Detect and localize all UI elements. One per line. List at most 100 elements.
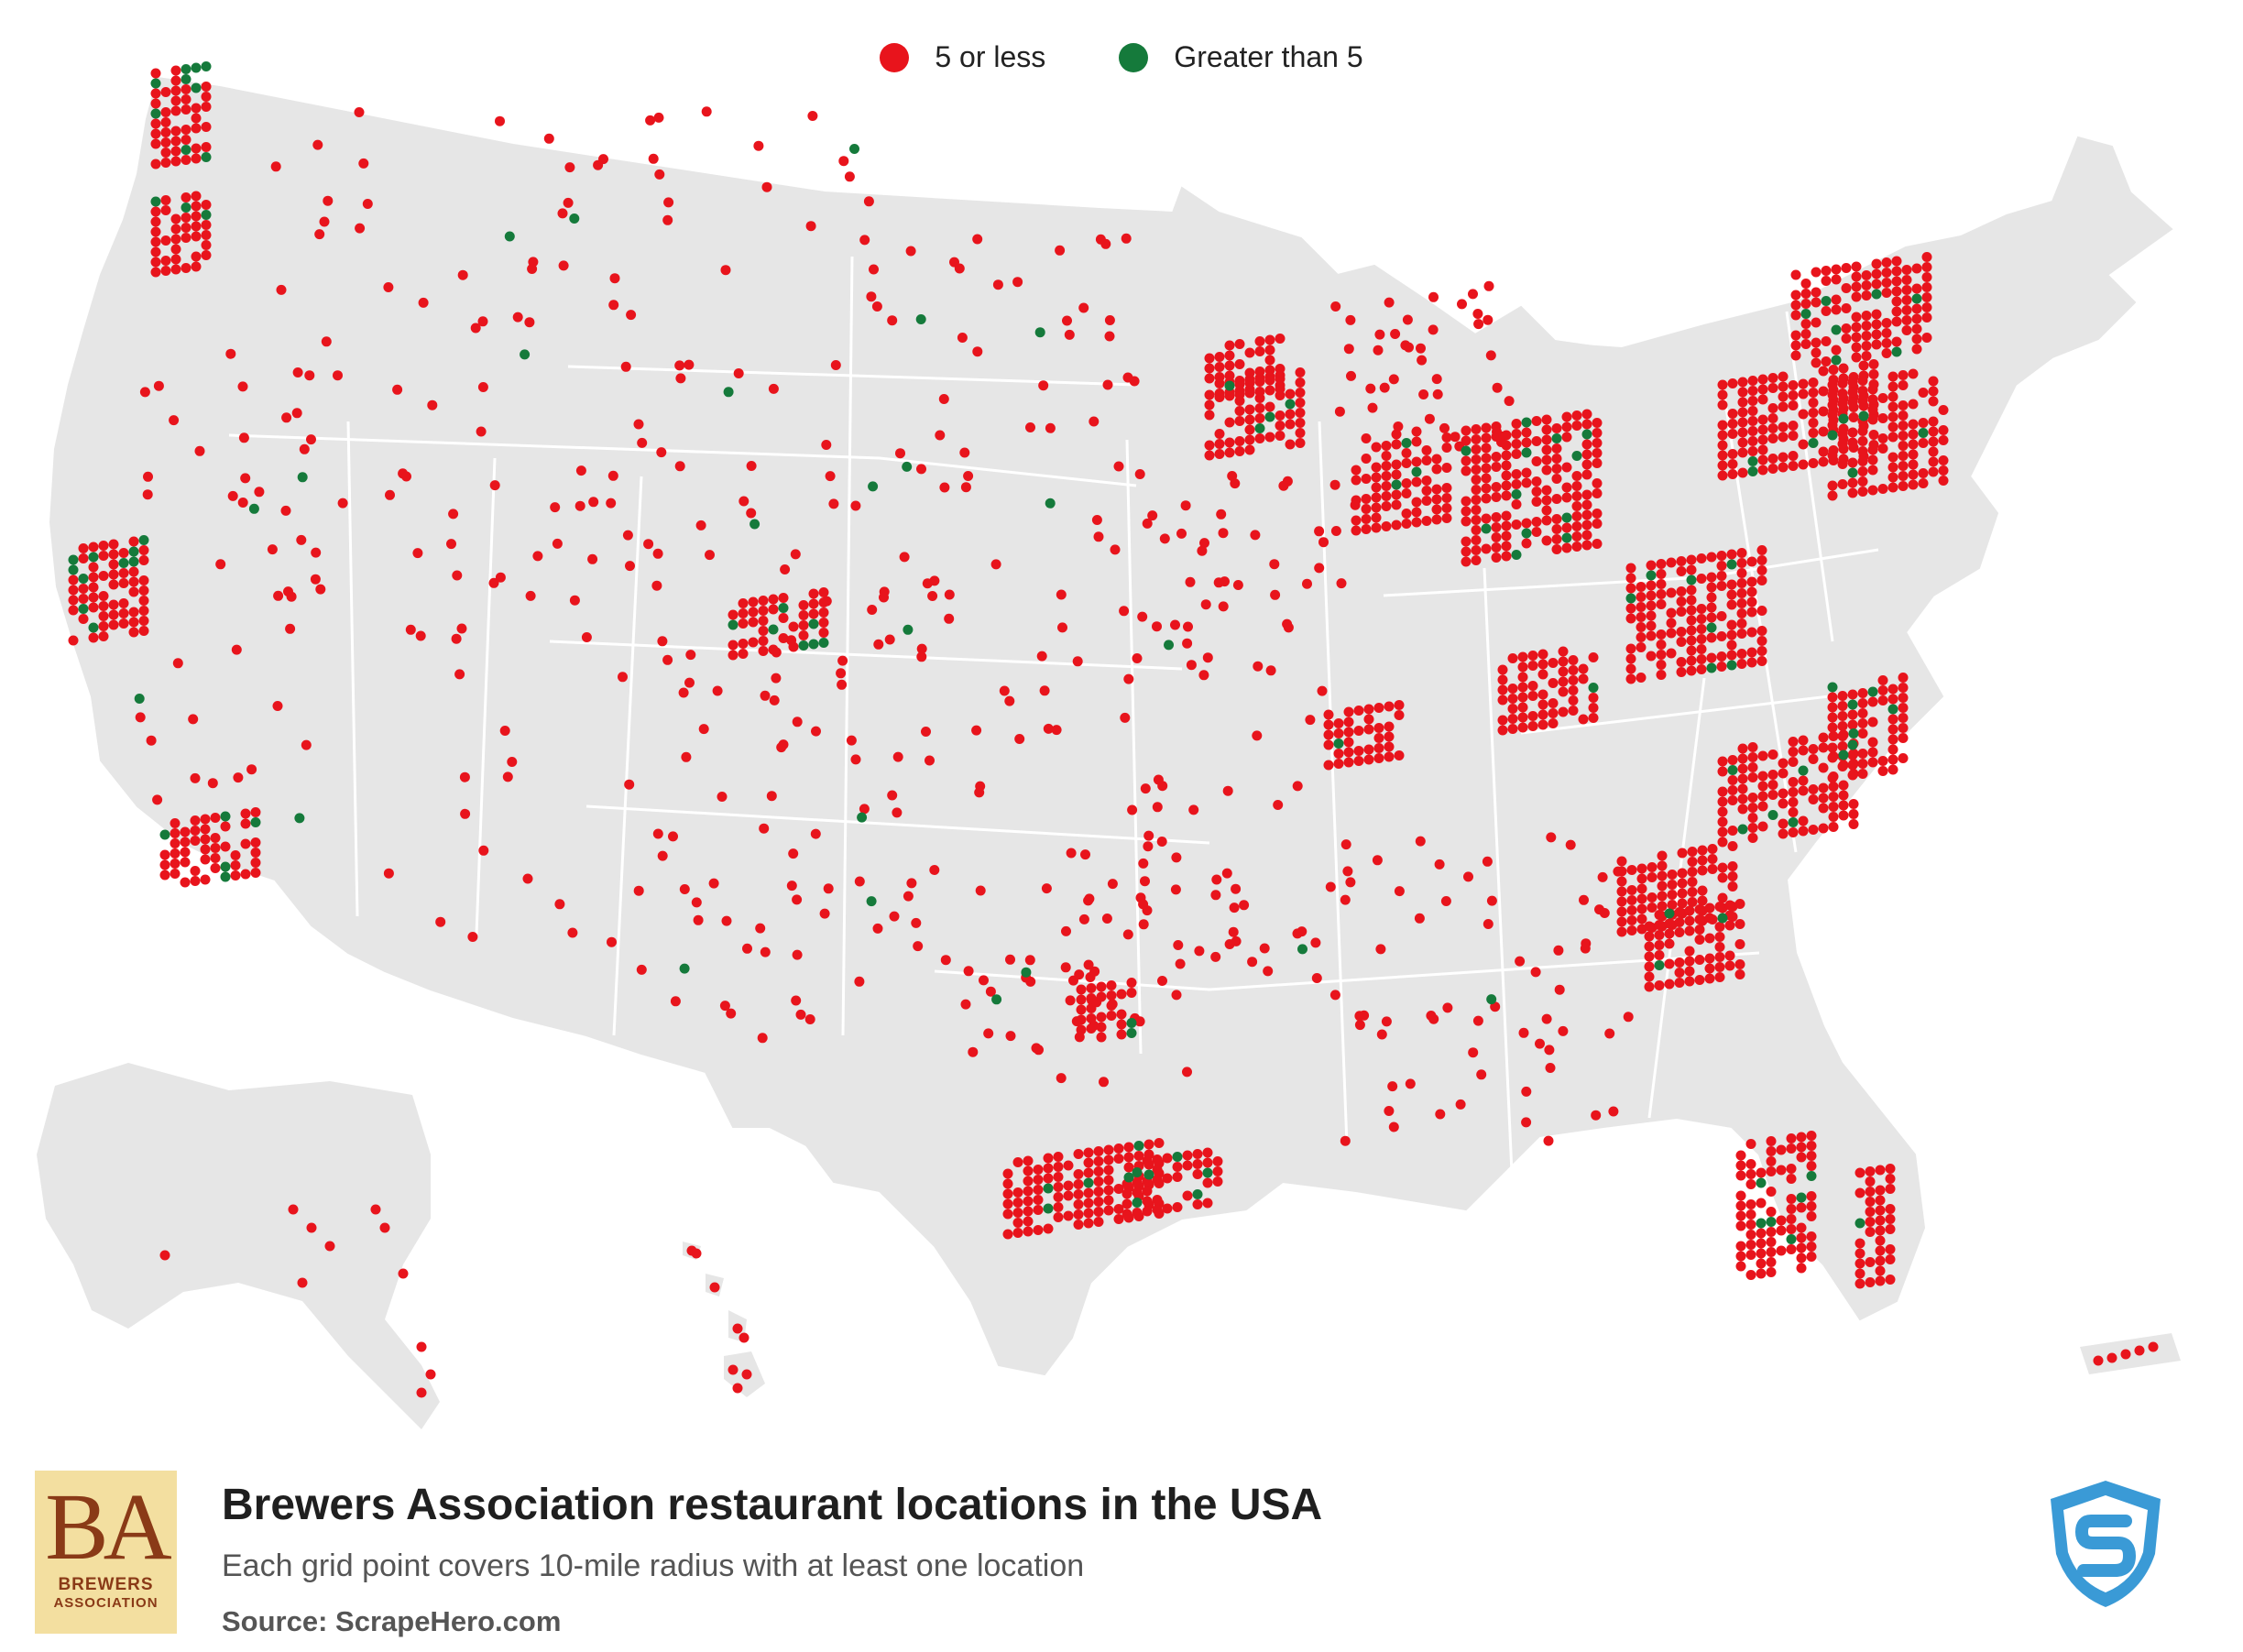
location-dot-low: [663, 197, 674, 208]
location-dot-low: [1171, 990, 1182, 1001]
location-dot-low: [1666, 628, 1677, 639]
location-dot-low: [1865, 1257, 1876, 1267]
location-dot-low: [1837, 399, 1848, 409]
location-dot-low: [1093, 1217, 1104, 1227]
location-dot-low: [846, 735, 857, 746]
location-dot-low: [1091, 515, 1102, 525]
location-dot-low: [1461, 516, 1472, 527]
location-dot-low: [1694, 924, 1705, 935]
location-dot-low: [887, 315, 898, 326]
location-dot-low: [1848, 809, 1859, 819]
location-dot-high: [1891, 346, 1902, 357]
location-dot-high: [201, 210, 212, 220]
location-dot-high: [1521, 447, 1532, 458]
location-dot-low: [972, 346, 983, 357]
location-dot-low: [607, 470, 618, 481]
location-dot-low: [1767, 790, 1778, 800]
location-dot-low: [1841, 334, 1852, 344]
location-dot-low: [741, 1369, 752, 1380]
location-dot-low: [1707, 864, 1718, 874]
location-dot-low: [1766, 1146, 1777, 1156]
location-dot-low: [1747, 752, 1758, 762]
location-dot-low: [1106, 980, 1117, 990]
location-dot-low: [1855, 1187, 1866, 1198]
location-dot-low: [1847, 387, 1858, 398]
location-dot-low: [1394, 700, 1405, 710]
location-dot-low: [1275, 421, 1286, 431]
location-dot-low: [1061, 925, 1071, 936]
location-dot-low: [1507, 714, 1518, 724]
location-dot-low: [2134, 1345, 2145, 1356]
location-dot-low: [1847, 427, 1858, 438]
location-dot-low: [1704, 973, 1715, 984]
location-dot-low: [1686, 665, 1697, 676]
location-dot-low: [1674, 927, 1685, 937]
location-dot-high: [1481, 523, 1492, 534]
location-dot-low: [624, 779, 635, 790]
location-dot-low: [1875, 1185, 1886, 1196]
location-dot-low: [1877, 685, 1888, 695]
location-dot-low: [108, 559, 119, 570]
location-dot-low: [1727, 429, 1738, 439]
location-dot-low: [98, 551, 109, 561]
location-dot-low: [1847, 477, 1858, 488]
location-dot-low: [1192, 1149, 1203, 1159]
location-dot-low: [1747, 833, 1758, 843]
location-dot-low: [1137, 611, 1148, 622]
location-dot-low: [240, 473, 251, 484]
location-dot-low: [1706, 612, 1717, 623]
location-dot-low: [1234, 406, 1245, 416]
location-dot-low: [1855, 1258, 1866, 1269]
location-dot-low: [1656, 599, 1667, 609]
location-dot-low: [1083, 1208, 1094, 1219]
location-dot-low: [191, 143, 202, 154]
location-dot-low: [1918, 468, 1929, 478]
location-dot-low: [1497, 725, 1508, 736]
location-dot-low: [1875, 1265, 1886, 1276]
location-dot-low: [1851, 352, 1862, 363]
location-dot-low: [457, 269, 468, 280]
location-dot-low: [1696, 624, 1707, 634]
alaska-shape: [37, 1063, 440, 1429]
location-dot-low: [1697, 855, 1708, 866]
location-dot-low: [250, 858, 261, 868]
location-dot-low: [1818, 446, 1829, 457]
location-dot-low: [1394, 710, 1405, 720]
location-dot-low: [78, 614, 89, 624]
location-dot-low: [1756, 565, 1767, 575]
location-dot-low: [1147, 510, 1158, 521]
location-dot-low: [1551, 494, 1562, 504]
location-dot-low: [78, 594, 89, 604]
location-dot-low: [1901, 305, 1912, 315]
location-dot-low: [1275, 374, 1286, 384]
location-dot-low: [792, 949, 803, 960]
location-dot-low: [1928, 386, 1939, 397]
location-dot-low: [1647, 903, 1658, 913]
location-dot-low: [1827, 742, 1838, 753]
location-dot-low: [1078, 914, 1089, 924]
location-dot-low: [1517, 702, 1528, 713]
location-dot-low: [674, 360, 685, 371]
location-dot-high: [1858, 410, 1869, 421]
location-dot-low: [1626, 915, 1637, 925]
location-dot-low: [1808, 825, 1819, 835]
location-dot-low: [1788, 797, 1799, 807]
location-dot-high: [1756, 1177, 1767, 1188]
location-dot-low: [1646, 651, 1657, 662]
location-dot-low: [1677, 898, 1688, 909]
location-dot-low: [1800, 339, 1811, 349]
legend-label-low: 5 or less: [935, 40, 1046, 73]
location-dot-low: [385, 489, 395, 500]
location-dot-low: [1745, 1250, 1756, 1260]
location-dot-low: [1472, 309, 1483, 319]
location-dot-high: [1800, 309, 1811, 319]
location-dot-low: [1674, 968, 1685, 978]
location-dot-high: [1827, 682, 1838, 693]
location-dot-low: [1911, 263, 1922, 274]
location-dot-low: [637, 437, 648, 448]
legend-item-low: 5 or less: [880, 40, 1045, 74]
location-dot-high: [868, 481, 879, 492]
location-dot-low: [1122, 929, 1133, 940]
location-dot-low: [1828, 792, 1839, 802]
location-dot-low: [1441, 483, 1452, 493]
